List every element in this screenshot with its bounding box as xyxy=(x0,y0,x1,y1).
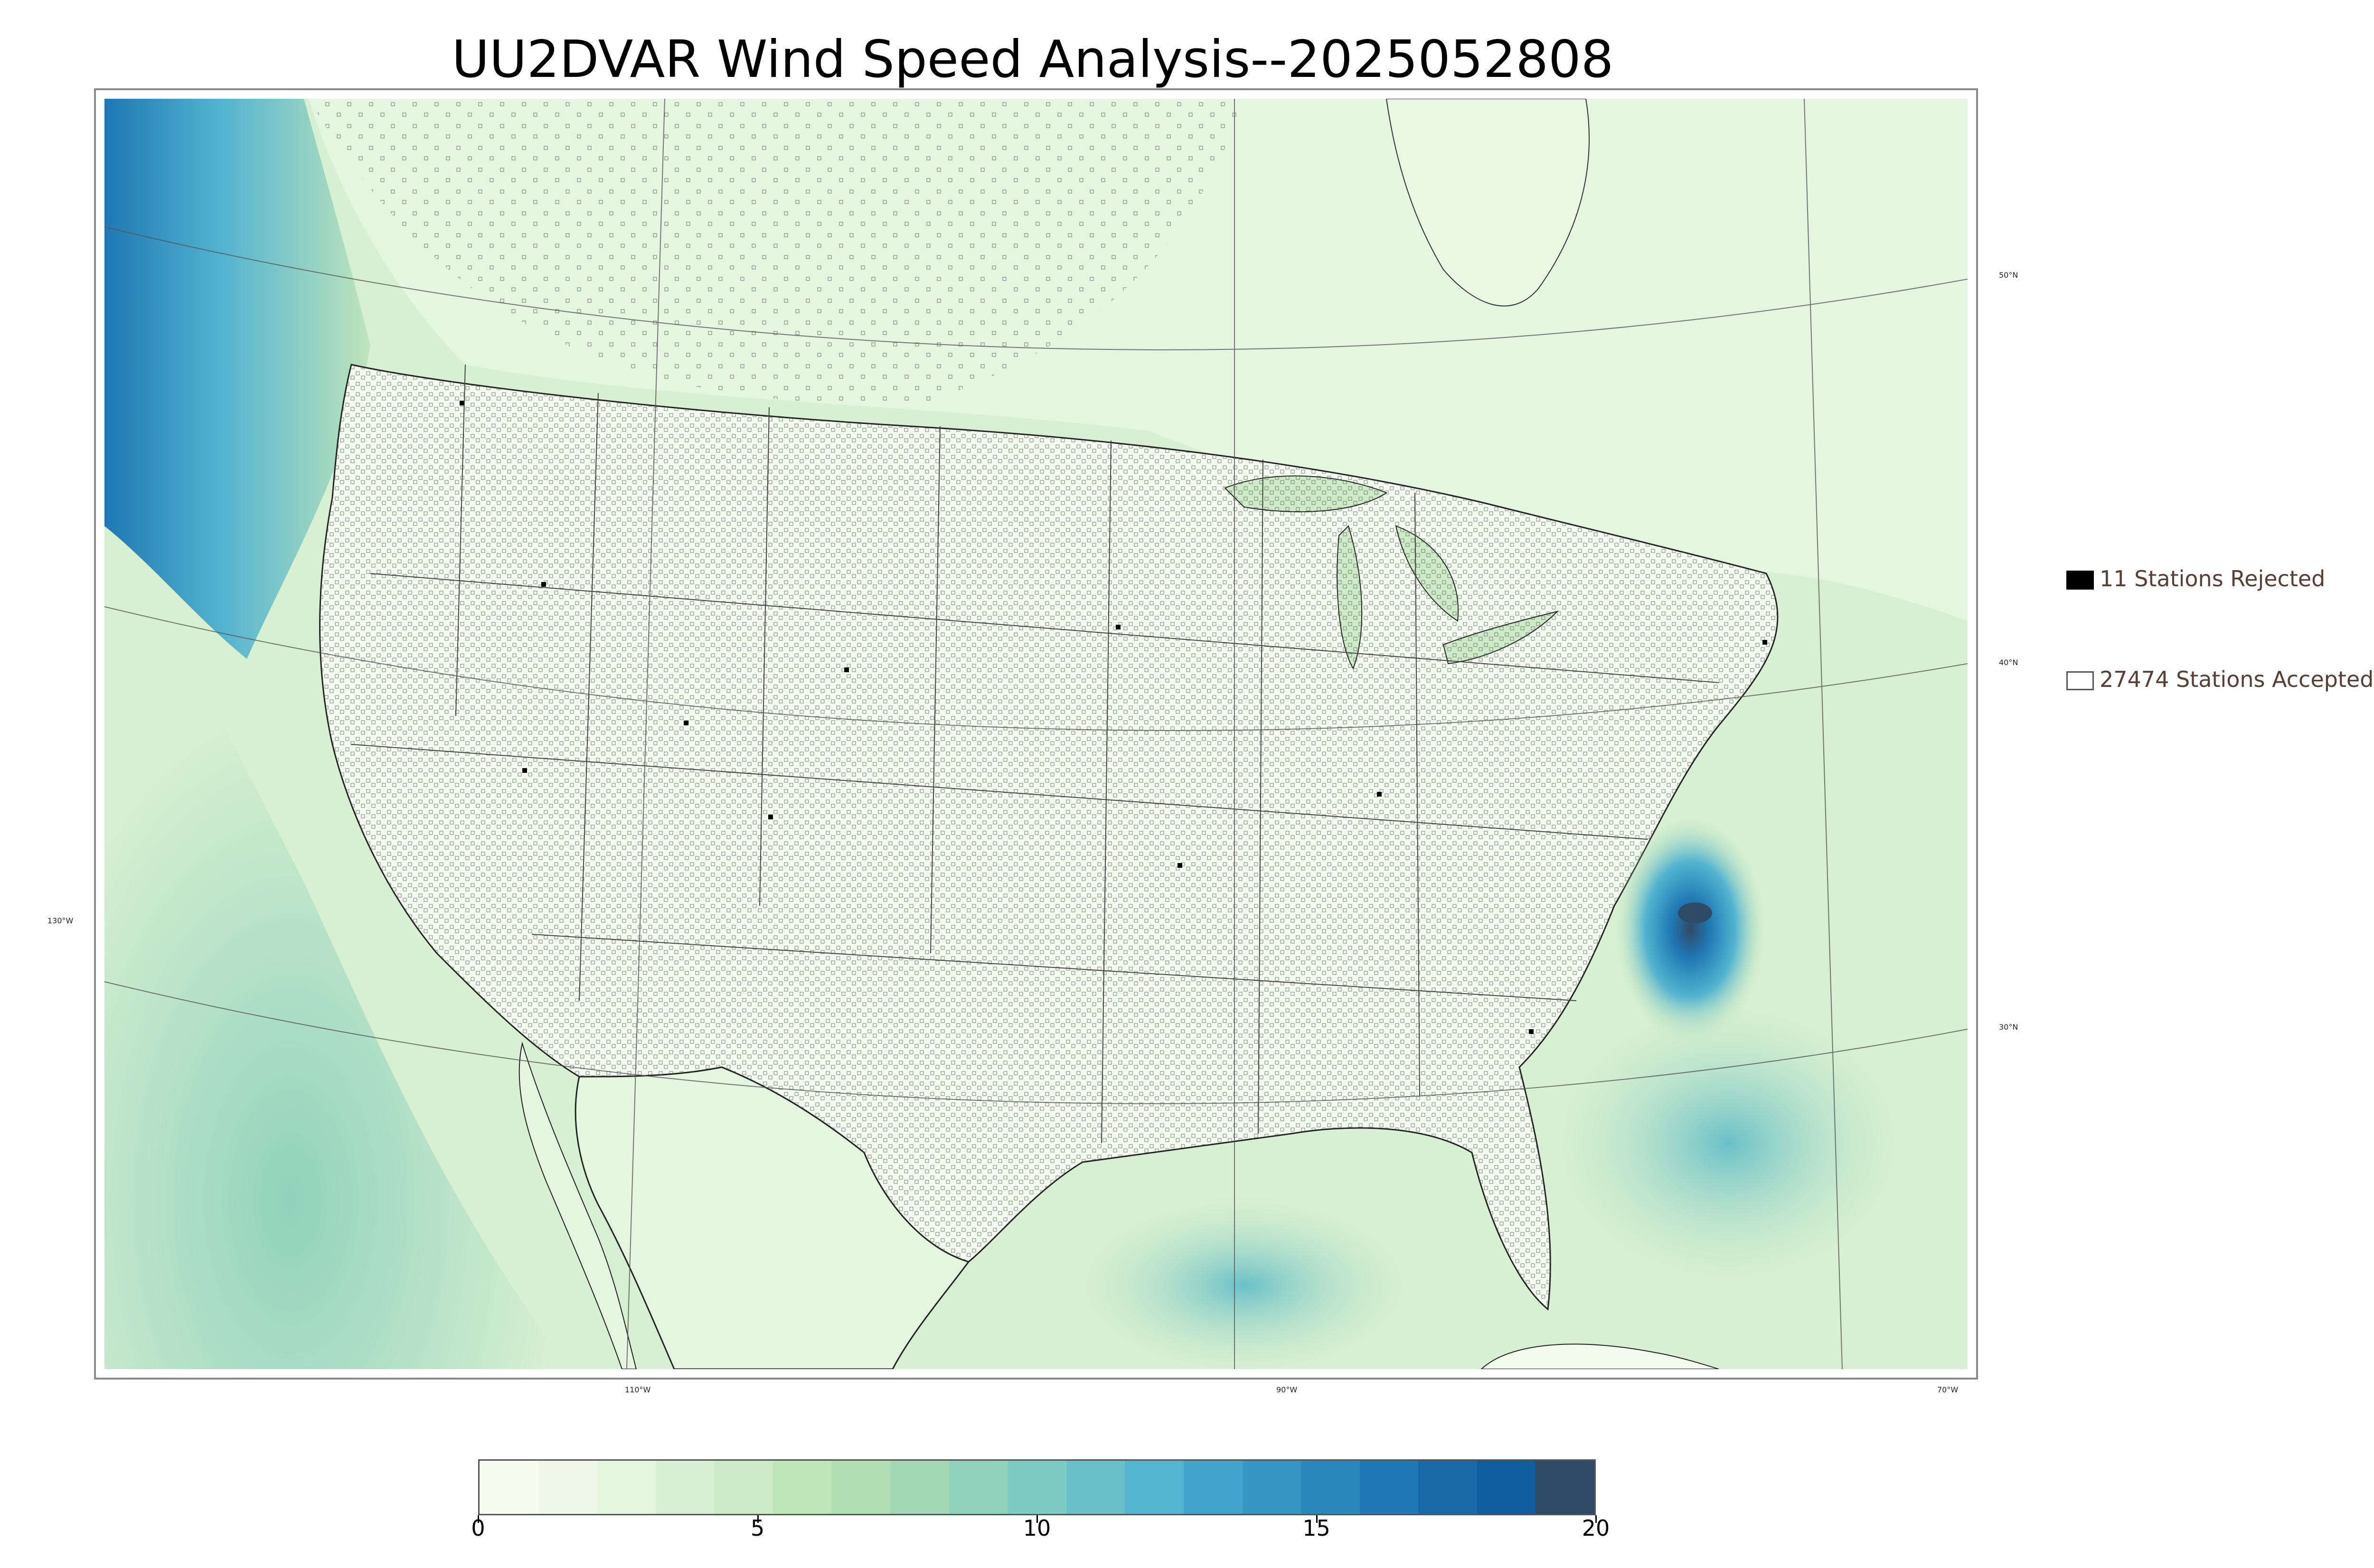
colorbar-cell xyxy=(1125,1461,1184,1514)
station-markers-sparse xyxy=(309,99,1244,407)
colorbar-cell xyxy=(1536,1461,1594,1514)
rejected-swatch xyxy=(2066,571,2094,590)
colorbar xyxy=(478,1459,1596,1515)
graticule xyxy=(104,99,1968,1369)
lon-label-130w: 130°W xyxy=(47,916,74,925)
colorbar-cell xyxy=(1359,1461,1419,1514)
colorbar-cell xyxy=(655,1461,715,1514)
colorbar-cell xyxy=(949,1461,1008,1514)
colorbar-tick-label: 0 xyxy=(471,1515,485,1541)
lat-label-50n: 50°N xyxy=(1999,271,2018,280)
colorbar-cell xyxy=(597,1461,656,1514)
wind-speed-map[interactable] xyxy=(104,99,1968,1369)
colorbar-tick-label: 10 xyxy=(1023,1515,1051,1541)
colorbar-cell xyxy=(1477,1461,1536,1514)
lat-label-30n: 30°N xyxy=(1999,1023,2018,1032)
accepted-swatch xyxy=(2066,671,2094,690)
state-borders xyxy=(351,364,1719,1144)
atlantic-wind-maximum xyxy=(1614,816,1766,1043)
gulf-wind-area xyxy=(1538,991,1918,1295)
colorbar-tick-mark xyxy=(478,1515,479,1523)
map-panel[interactable] xyxy=(94,88,1978,1380)
colorbar-tick-mark xyxy=(1036,1515,1038,1523)
colorbar-tick-mark xyxy=(757,1515,759,1523)
hudson-bay xyxy=(1385,99,1590,307)
colorbar-cell xyxy=(890,1461,949,1514)
colorbar-cell xyxy=(538,1461,597,1514)
map-title: UU2DVAR Wind Speed Analysis--2025052808 xyxy=(452,30,1614,89)
colorbar-cell xyxy=(1008,1461,1066,1514)
lon-label-90w: 90°W xyxy=(1276,1385,1298,1394)
colorbar-cell xyxy=(714,1461,773,1514)
colorbar-tick-label: 20 xyxy=(1582,1515,1610,1541)
pacific-south-ocean xyxy=(104,526,570,1369)
baja-california xyxy=(518,1042,637,1369)
colorbar-tick-mark xyxy=(1595,1515,1597,1523)
colorbar-cell xyxy=(1418,1461,1477,1514)
caribbean-wind-area xyxy=(1064,1191,1424,1369)
colorbar-cell xyxy=(772,1461,832,1514)
colorbar-cell xyxy=(1183,1461,1243,1514)
cuba xyxy=(1480,1343,1719,1369)
lon-label-70w: 70°W xyxy=(1937,1385,1959,1394)
colorbar-tick-label: 15 xyxy=(1302,1515,1330,1541)
colorbar-tick-label: 5 xyxy=(750,1515,765,1541)
rejected-stations xyxy=(460,401,1767,1034)
colorbar-cell xyxy=(1301,1461,1360,1514)
atlantic-wind-core xyxy=(1678,902,1712,923)
colorbar-cell xyxy=(1242,1461,1301,1514)
pacific-wind-band xyxy=(104,99,370,659)
legend-rejected-label: 11 Stations Rejected xyxy=(2100,566,2326,592)
colorbar-tick-mark xyxy=(1316,1515,1318,1523)
colorbar-cell xyxy=(831,1461,891,1514)
colorbar-cell xyxy=(480,1461,538,1514)
legend-accepted-label: 27474 Stations Accepted xyxy=(2100,667,2374,692)
station-markers-dense xyxy=(320,365,1778,1309)
lon-label-110w: 110°W xyxy=(625,1385,651,1394)
lat-label-40n: 40°N xyxy=(1999,658,2018,667)
colorbar-cell xyxy=(1066,1461,1125,1514)
